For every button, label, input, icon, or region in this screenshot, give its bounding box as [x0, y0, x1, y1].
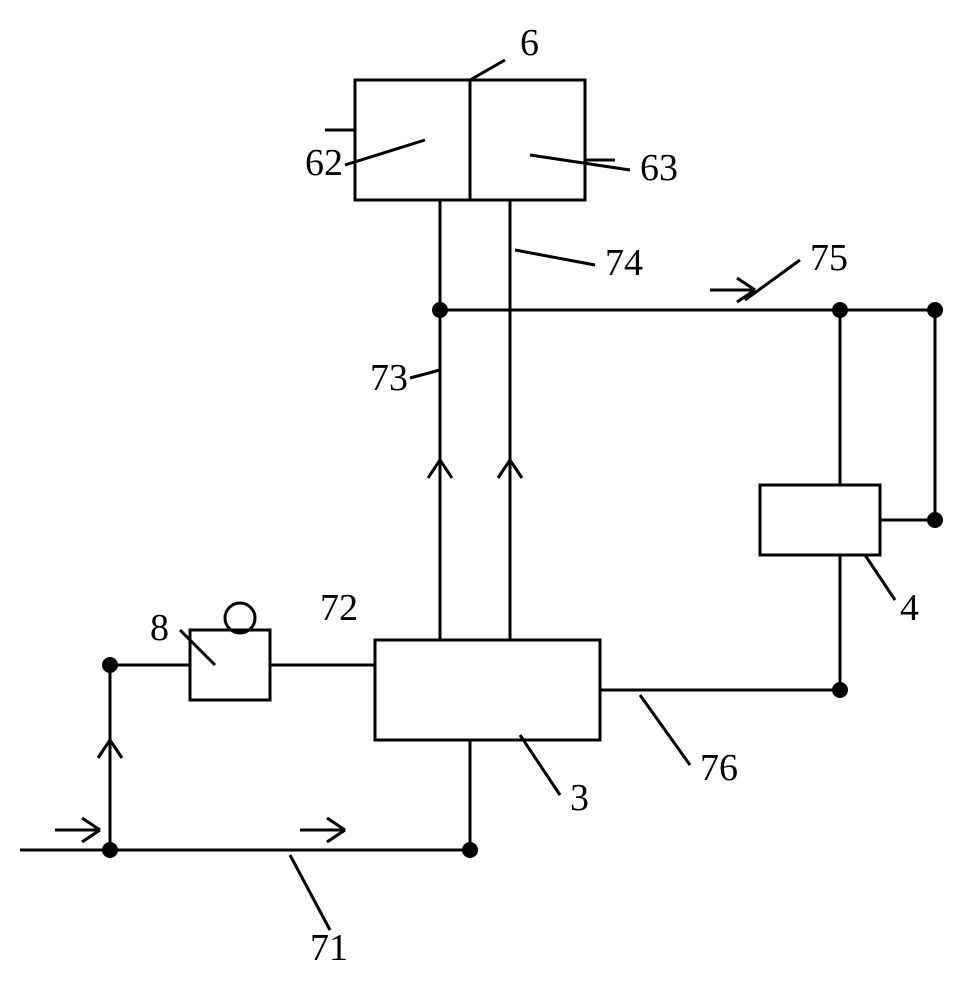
- label-6: 6: [520, 22, 539, 64]
- label-62: 62: [305, 142, 343, 184]
- label-74: 74: [605, 242, 643, 284]
- label-8: 8: [150, 607, 169, 649]
- leader-lines: [180, 60, 895, 930]
- block-6: [325, 80, 615, 200]
- junction-dots: [102, 302, 943, 858]
- label-71: 71: [310, 927, 348, 969]
- label-4: 4: [900, 587, 919, 629]
- label-72: 72: [320, 587, 358, 629]
- block-3: [375, 640, 600, 740]
- schematic-diagram: 6 62 63 74 75 73 72 8 3 76 4 71: [0, 0, 977, 1000]
- label-3: 3: [570, 777, 589, 819]
- labels: 6 62 63 74 75 73 72 8 3 76 4 71: [150, 22, 919, 969]
- label-75: 75: [810, 237, 848, 279]
- label-73: 73: [370, 357, 408, 399]
- pipes: [20, 200, 935, 850]
- block-4: [760, 485, 880, 555]
- label-63: 63: [640, 147, 678, 189]
- label-76: 76: [700, 747, 738, 789]
